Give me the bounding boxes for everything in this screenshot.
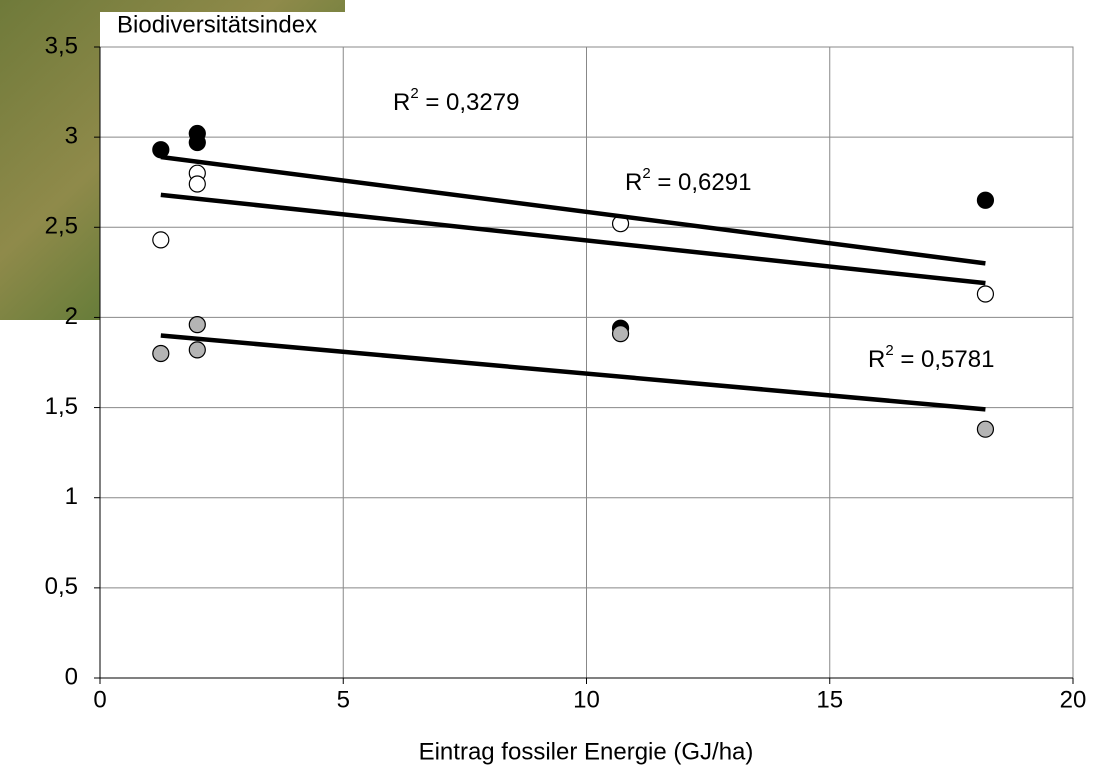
- chart-background: [0, 320, 100, 773]
- y-tick-label: 0,5: [45, 573, 78, 600]
- y-axis-title: Biodiversitätsindex: [117, 11, 317, 38]
- point: [152, 231, 170, 249]
- x-tick-label: 15: [816, 686, 843, 713]
- annotation-sup: 2: [410, 85, 418, 102]
- x-tick-label: 0: [93, 686, 106, 713]
- trend-line: [160, 192, 986, 286]
- point: [152, 141, 170, 159]
- point: [976, 191, 995, 209]
- annotation: R2 = 0,5781: [868, 342, 994, 373]
- y-tick-label: 3,5: [45, 32, 78, 59]
- trend-line: [160, 333, 986, 412]
- y-tick-label: 2: [65, 303, 78, 330]
- annotation-sup: 2: [642, 165, 650, 182]
- y-tick-label: 3: [65, 122, 78, 149]
- x-tick-label: 10: [573, 686, 600, 713]
- annotation-base: R: [625, 169, 642, 196]
- point: [976, 420, 995, 438]
- x-tick-label: 20: [1060, 686, 1087, 713]
- point: [188, 133, 206, 152]
- y-tick-label: 0: [65, 663, 78, 690]
- annotation-text: = 0,6291: [651, 169, 752, 196]
- point: [611, 325, 630, 343]
- annotation-base: R: [393, 89, 410, 116]
- annotation: R2 = 0,6291: [625, 165, 751, 196]
- point: [188, 316, 206, 334]
- annotation-sup: 2: [885, 342, 893, 359]
- x-tick-label: 5: [337, 686, 350, 713]
- annotation: R2 = 0,3279: [393, 85, 519, 116]
- annotation-base: R: [868, 346, 885, 373]
- annotation-text: = 0,3279: [419, 89, 520, 116]
- y-tick-label: 1,5: [45, 393, 78, 420]
- y-tick-label: 1: [65, 483, 78, 510]
- trend-line: [160, 154, 986, 266]
- point: [152, 344, 170, 363]
- annotation-text: = 0,5781: [894, 346, 995, 373]
- x-axis-title: Eintrag fossiler Energie (GJ/ha): [419, 738, 754, 765]
- point: [188, 341, 206, 359]
- point: [188, 175, 206, 193]
- y-tick-label: 2,5: [45, 213, 78, 240]
- point: [976, 285, 995, 303]
